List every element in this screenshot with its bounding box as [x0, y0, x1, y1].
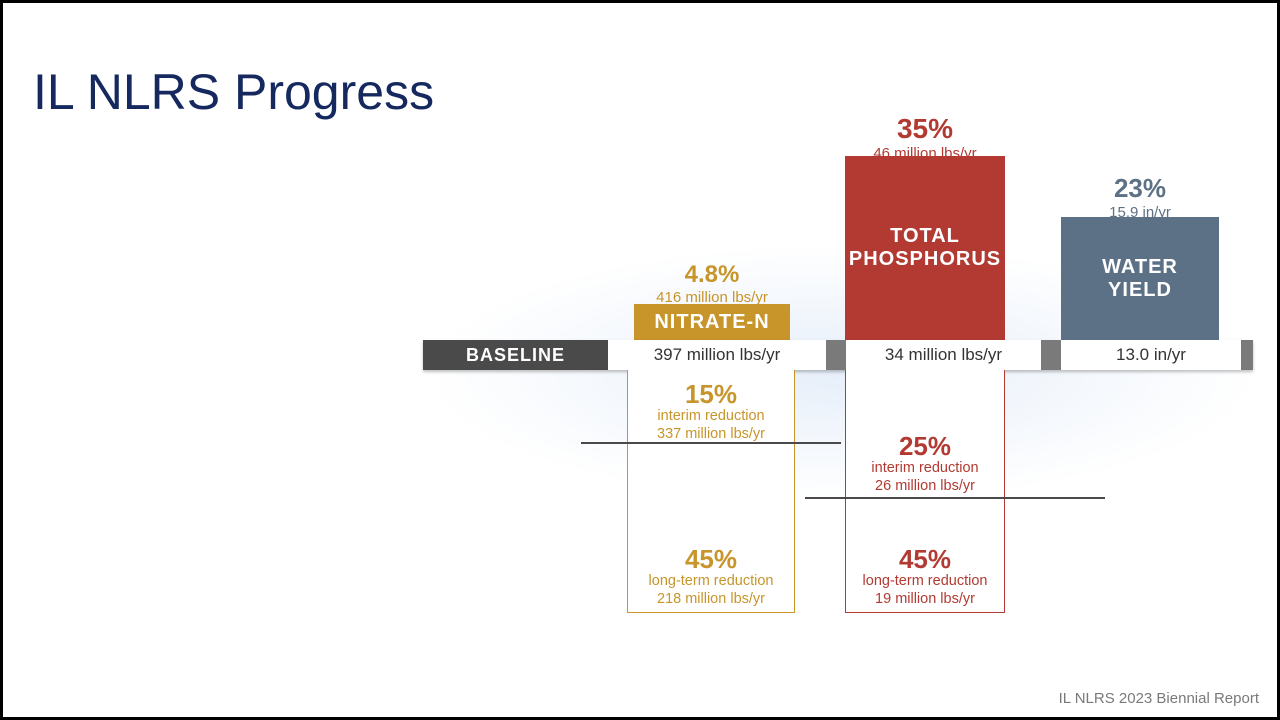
baseline-gap-1: [826, 340, 846, 370]
baseline-label: BASELINE: [423, 340, 608, 370]
nitrate-longterm-pct: 45%: [627, 546, 795, 573]
phosphorus-longterm-label: long-term reduction: [845, 573, 1005, 590]
baseline-cell-water: 13.0 in/yr: [1061, 340, 1241, 370]
phosphorus-longterm: 45% long-term reduction 19 million lbs/y…: [845, 546, 1005, 608]
baseline-strip: BASELINE 397 million lbs/yr 34 million l…: [423, 340, 1253, 370]
baseline-cell-nitrate: 397 million lbs/yr: [608, 340, 826, 370]
footer-text: IL NLRS 2023 Biennial Report: [1059, 690, 1259, 707]
water-top-pct: 23%: [1061, 173, 1219, 204]
phosphorus-interim: 25% interim reduction 26 million lbs/yr: [845, 433, 1005, 495]
nitrate-divider: [581, 442, 841, 444]
phosphorus-interim-pct: 25%: [845, 433, 1005, 460]
water-bar-label-2: YIELD: [1108, 279, 1172, 302]
nitrate-interim-label: interim reduction: [627, 408, 795, 425]
nitrate-longterm: 45% long-term reduction 218 million lbs/…: [627, 546, 795, 608]
phosphorus-top-metric: 35% 46 million lbs/yr: [845, 113, 1005, 162]
baseline-cell-phosphorus: 34 million lbs/yr: [846, 340, 1041, 370]
phosphorus-longterm-value: 19 million lbs/yr: [845, 591, 1005, 608]
water-bar-label-1: WATER: [1102, 256, 1178, 279]
phosphorus-bar: TOTAL PHOSPHORUS: [845, 156, 1005, 340]
nitrate-interim-value: 337 million lbs/yr: [627, 426, 795, 443]
nitrate-interim: 15% interim reduction 337 million lbs/yr: [627, 381, 795, 443]
water-bar: WATER YIELD: [1061, 217, 1219, 340]
phosphorus-top-pct: 35%: [845, 113, 1005, 145]
page-title: IL NLRS Progress: [33, 63, 434, 121]
nitrate-interim-pct: 15%: [627, 381, 795, 408]
phosphorus-divider: [805, 497, 1105, 499]
baseline-gap-2: [1041, 340, 1061, 370]
phosphorus-bar-label-1: TOTAL: [890, 225, 960, 248]
phosphorus-interim-value: 26 million lbs/yr: [845, 478, 1005, 495]
nitrate-longterm-value: 218 million lbs/yr: [627, 591, 795, 608]
phosphorus-longterm-pct: 45%: [845, 546, 1005, 573]
nitrate-longterm-label: long-term reduction: [627, 573, 795, 590]
nitrate-bar: NITRATE-N: [634, 304, 790, 340]
baseline-gap-3: [1241, 340, 1253, 370]
phosphorus-interim-label: interim reduction: [845, 460, 1005, 477]
nitrate-top-pct: 4.8%: [634, 261, 790, 289]
water-top-metric: 23% 15.9 in/yr: [1061, 173, 1219, 221]
nitrate-bar-label: NITRATE-N: [654, 311, 769, 334]
phosphorus-bar-label-2: PHOSPHORUS: [849, 248, 1001, 271]
nitrate-top-metric: 4.8% 416 million lbs/yr: [634, 261, 790, 306]
